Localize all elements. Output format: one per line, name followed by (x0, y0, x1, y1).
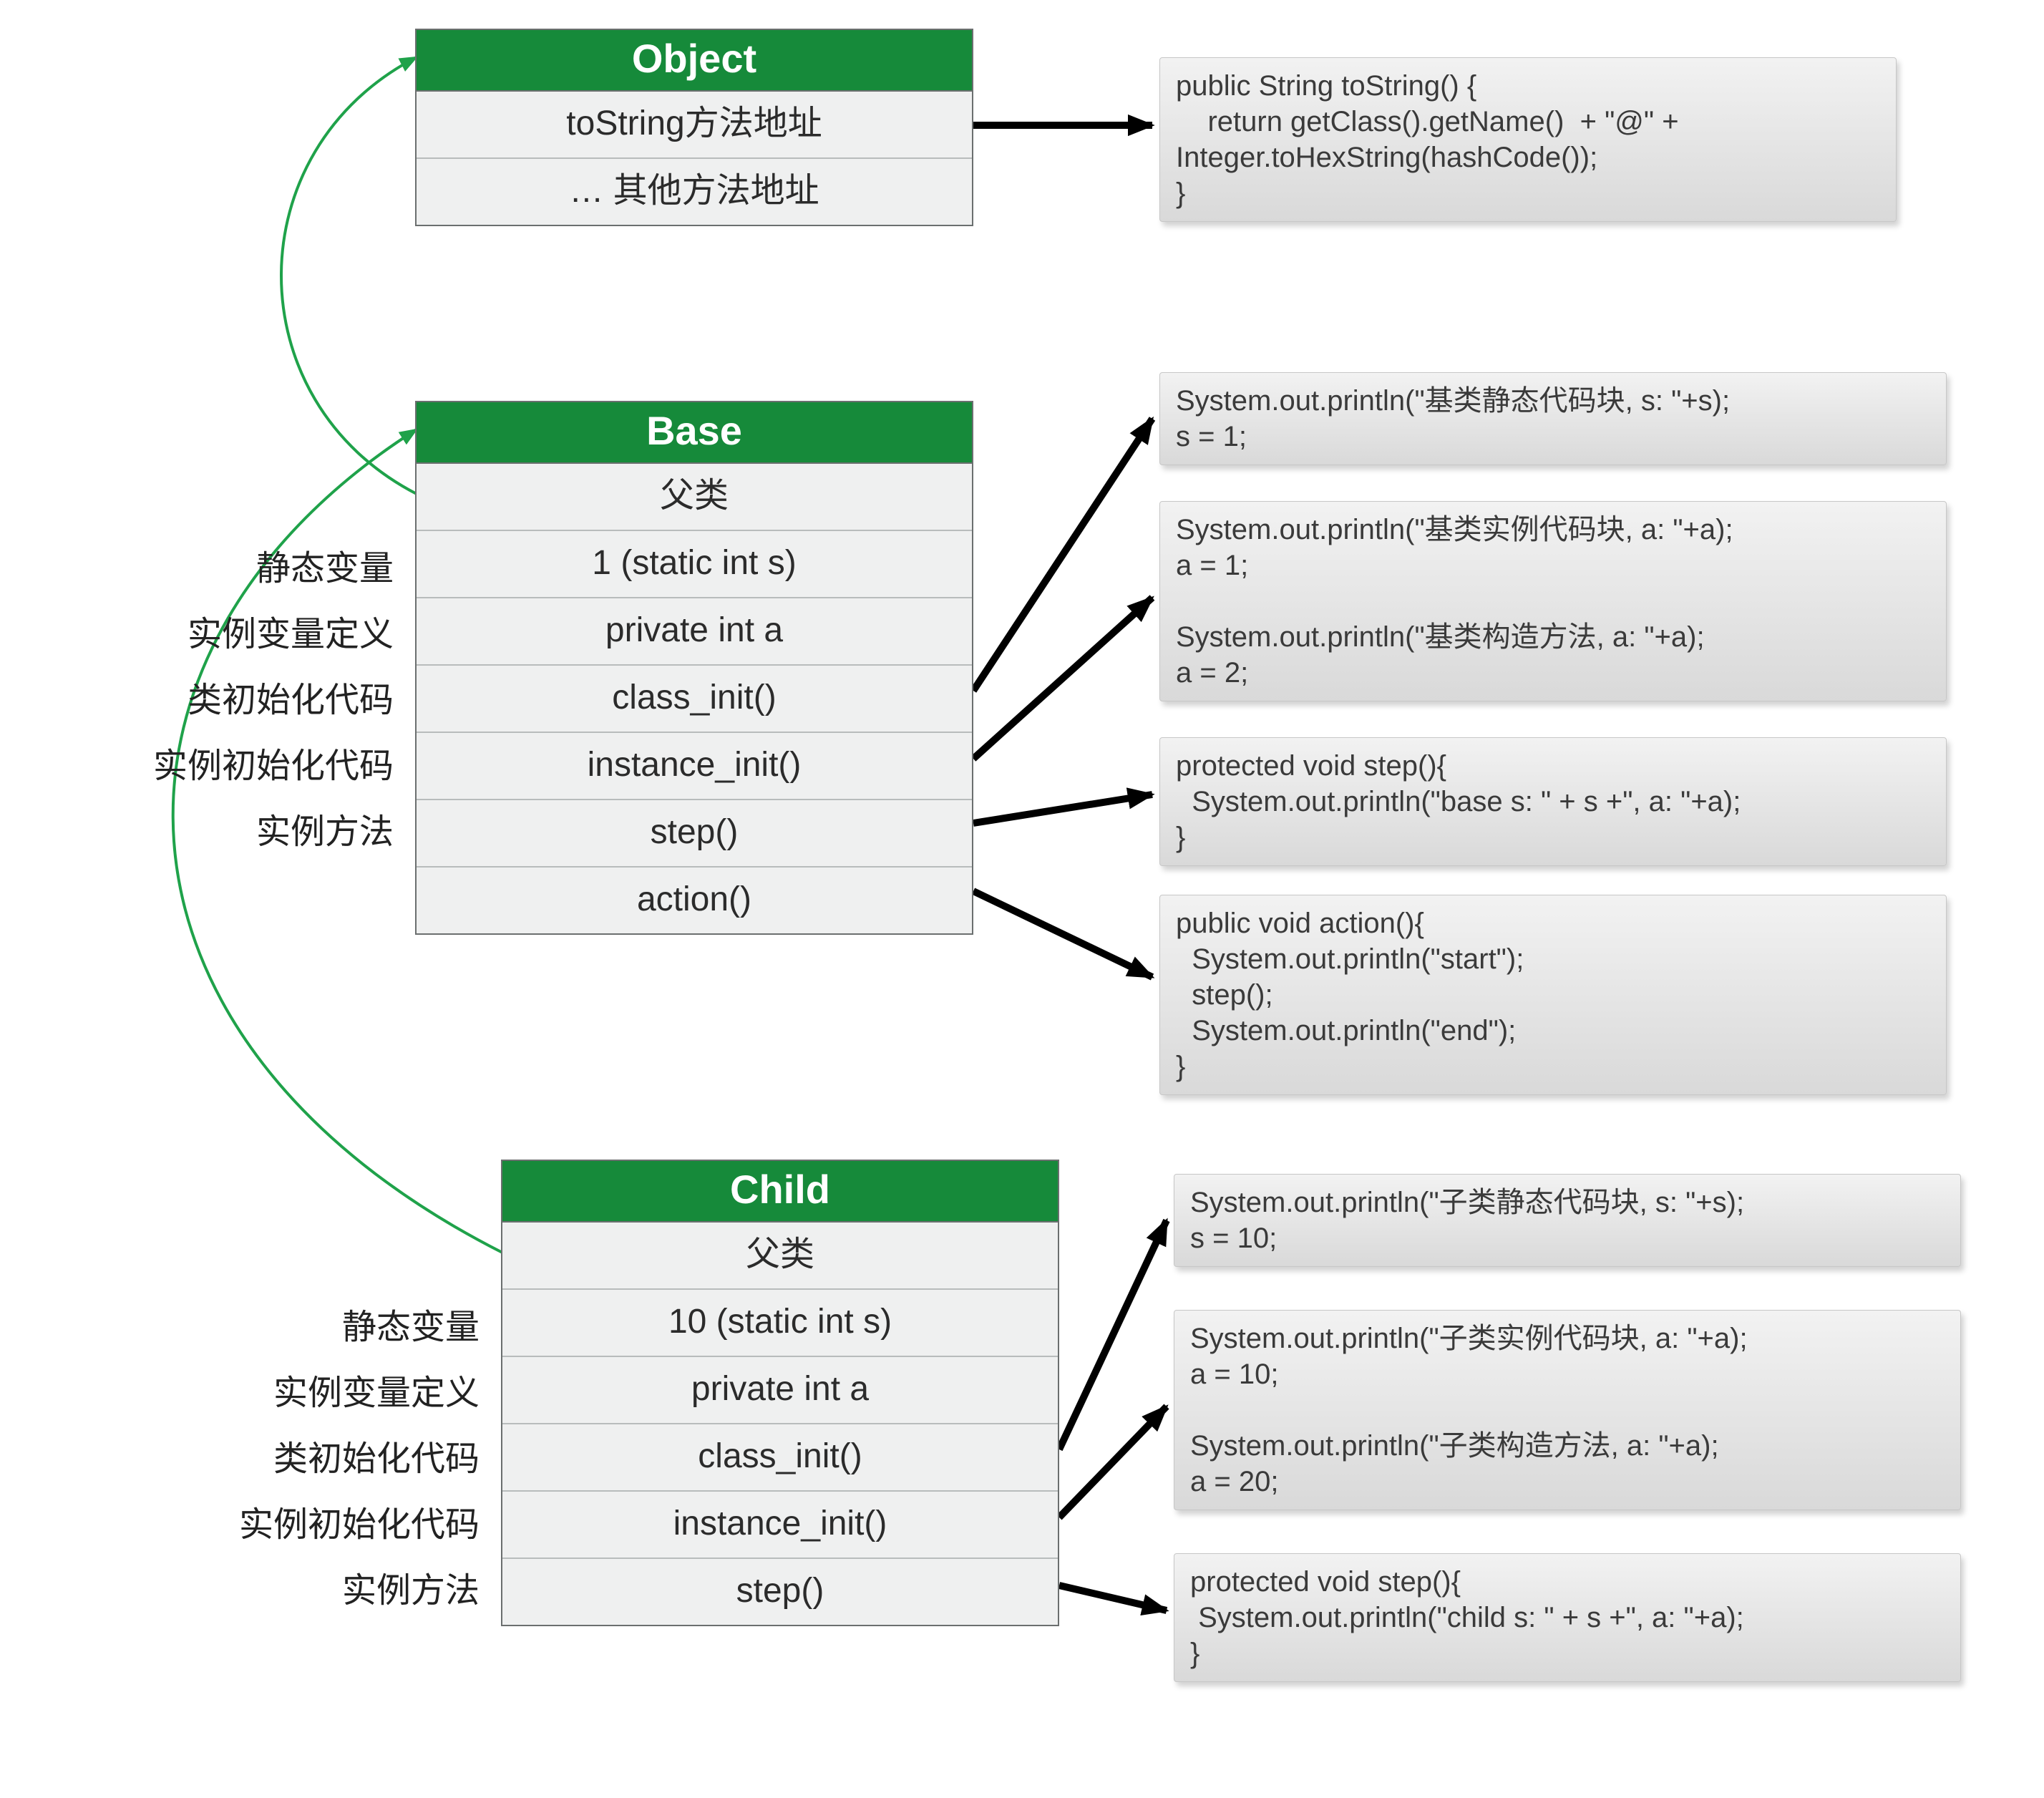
class-row: … 其他方法地址 (417, 159, 972, 225)
row-label: 静态变量 (0, 540, 394, 590)
row-label: 类初始化代码 (0, 671, 394, 721)
row-label: 实例初始化代码 (0, 737, 394, 787)
arrow-black (1059, 1585, 1167, 1610)
class-row: private int a (417, 598, 972, 666)
row-label: 实例方法 (0, 803, 394, 853)
row-label: 实例方法 (0, 1562, 480, 1612)
class-row: class_init() (417, 666, 972, 733)
code-text: System.out.println("子类实例代码块, a: "+a); a … (1190, 1323, 1748, 1497)
code-text: protected void step(){ System.out.printl… (1190, 1566, 1744, 1669)
class-row: class_init() (502, 1424, 1058, 1492)
code-box-base_static: System.out.println("基类静态代码块, s: "+s); s … (1159, 372, 1947, 465)
class-table-child: Child父类10 (static int s)private int acla… (501, 1160, 1059, 1626)
arrow-black (973, 419, 1152, 691)
class-row: 1 (static int s) (417, 531, 972, 598)
class-row: instance_init() (502, 1492, 1058, 1559)
class-table-base: Base父类1 (static int s)private int aclass… (415, 401, 973, 935)
row-label: 实例变量定义 (0, 606, 394, 656)
class-row: toString方法地址 (417, 92, 972, 159)
class-table-object: ObjecttoString方法地址… 其他方法地址 (415, 29, 973, 226)
arrow-black (1059, 1220, 1167, 1449)
row-label: 实例变量定义 (0, 1364, 480, 1414)
class-row: instance_init() (417, 733, 972, 800)
class-row: 父类 (417, 464, 972, 531)
class-row: action() (417, 868, 972, 933)
row-label: 实例初始化代码 (0, 1496, 480, 1546)
code-box-base_step: protected void step(){ System.out.printl… (1159, 737, 1947, 866)
code-box-child_instance: System.out.println("子类实例代码块, a: "+a); a … (1174, 1310, 1961, 1510)
code-text: public String toString() { return getCla… (1176, 70, 1679, 209)
class-header-base: Base (417, 402, 972, 464)
arrow-green (281, 57, 417, 494)
code-box-child_step: protected void step(){ System.out.printl… (1174, 1553, 1961, 1682)
code-text: public void action(){ System.out.println… (1176, 908, 1524, 1082)
class-row: step() (417, 800, 972, 868)
arrow-black (1059, 1406, 1167, 1517)
class-row: 10 (static int s) (502, 1290, 1058, 1357)
code-box-obj_tostring: public String toString() { return getCla… (1159, 57, 1897, 222)
arrow-black (973, 794, 1152, 823)
code-box-base_instance: System.out.println("基类实例代码块, a: "+a); a … (1159, 501, 1947, 701)
class-row: private int a (502, 1357, 1058, 1424)
code-text: System.out.println("基类静态代码块, s: "+s); s … (1176, 385, 1730, 452)
code-box-child_static: System.out.println("子类静态代码块, s: "+s); s … (1174, 1174, 1961, 1267)
code-text: System.out.println("子类静态代码块, s: "+s); s … (1190, 1187, 1744, 1254)
code-box-base_action: public void action(){ System.out.println… (1159, 895, 1947, 1095)
class-header-child: Child (502, 1161, 1058, 1223)
arrow-black (973, 598, 1152, 759)
arrow-black (973, 891, 1152, 977)
class-row: 父类 (502, 1223, 1058, 1290)
row-label: 静态变量 (0, 1298, 480, 1348)
class-row: step() (502, 1559, 1058, 1625)
class-header-object: Object (417, 30, 972, 92)
row-label: 类初始化代码 (0, 1430, 480, 1480)
code-text: protected void step(){ System.out.printl… (1176, 750, 1741, 853)
code-text: System.out.println("基类实例代码块, a: "+a); a … (1176, 514, 1733, 689)
